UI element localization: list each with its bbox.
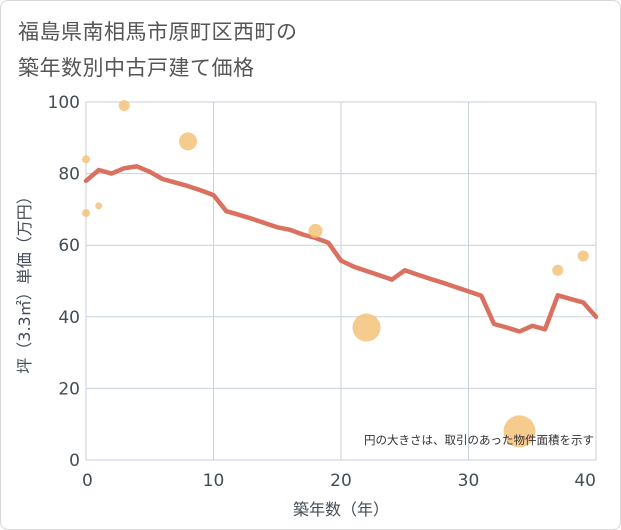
x-axis-label: 築年数（年） [293, 500, 389, 519]
average-price-line [83, 164, 599, 334]
x-tick-label: 0 [82, 471, 93, 491]
transaction-bubble [82, 208, 90, 217]
gridlines [85, 101, 597, 461]
y-tick-label: 20 [58, 379, 80, 399]
transaction-bubble [82, 155, 90, 164]
chart-title: 福島県南相馬市原町区西町の 築年数別中古戸建て価格 [18, 14, 298, 86]
y-tick-label: 80 [58, 165, 80, 185]
x-tick-label: 20 [330, 471, 352, 491]
y-axis-ticks: 0 20 40 60 80 100 [48, 93, 80, 471]
y-axis-label: 坪（3.3㎡）単価（万円） [15, 188, 34, 373]
transaction-bubble [352, 313, 381, 342]
x-axis-ticks: 0 10 20 30 40 [82, 471, 596, 491]
transaction-bubble [179, 132, 197, 151]
line-series [83, 164, 599, 334]
x-tick-label: 10 [203, 471, 225, 491]
scatter-series [82, 100, 589, 448]
transaction-bubble [308, 223, 323, 238]
transaction-bubble [95, 202, 103, 210]
transaction-bubble [552, 264, 564, 276]
chart-title-line-2: 築年数別中古戸建て価格 [18, 56, 255, 80]
y-tick-label: 0 [69, 451, 80, 471]
x-tick-label: 40 [574, 471, 596, 491]
y-tick-label: 100 [48, 93, 80, 113]
x-tick-label: 30 [458, 471, 480, 491]
y-tick-label: 40 [58, 308, 80, 328]
transaction-bubble [118, 100, 130, 112]
transaction-bubble [503, 415, 536, 448]
transaction-bubble [577, 250, 589, 262]
size-legend-note: 円の大きさは、取引のあった物件面積を示す [364, 433, 594, 447]
y-tick-label: 60 [58, 236, 80, 256]
chart-title-line-1: 福島県南相馬市原町区西町の [18, 20, 298, 44]
